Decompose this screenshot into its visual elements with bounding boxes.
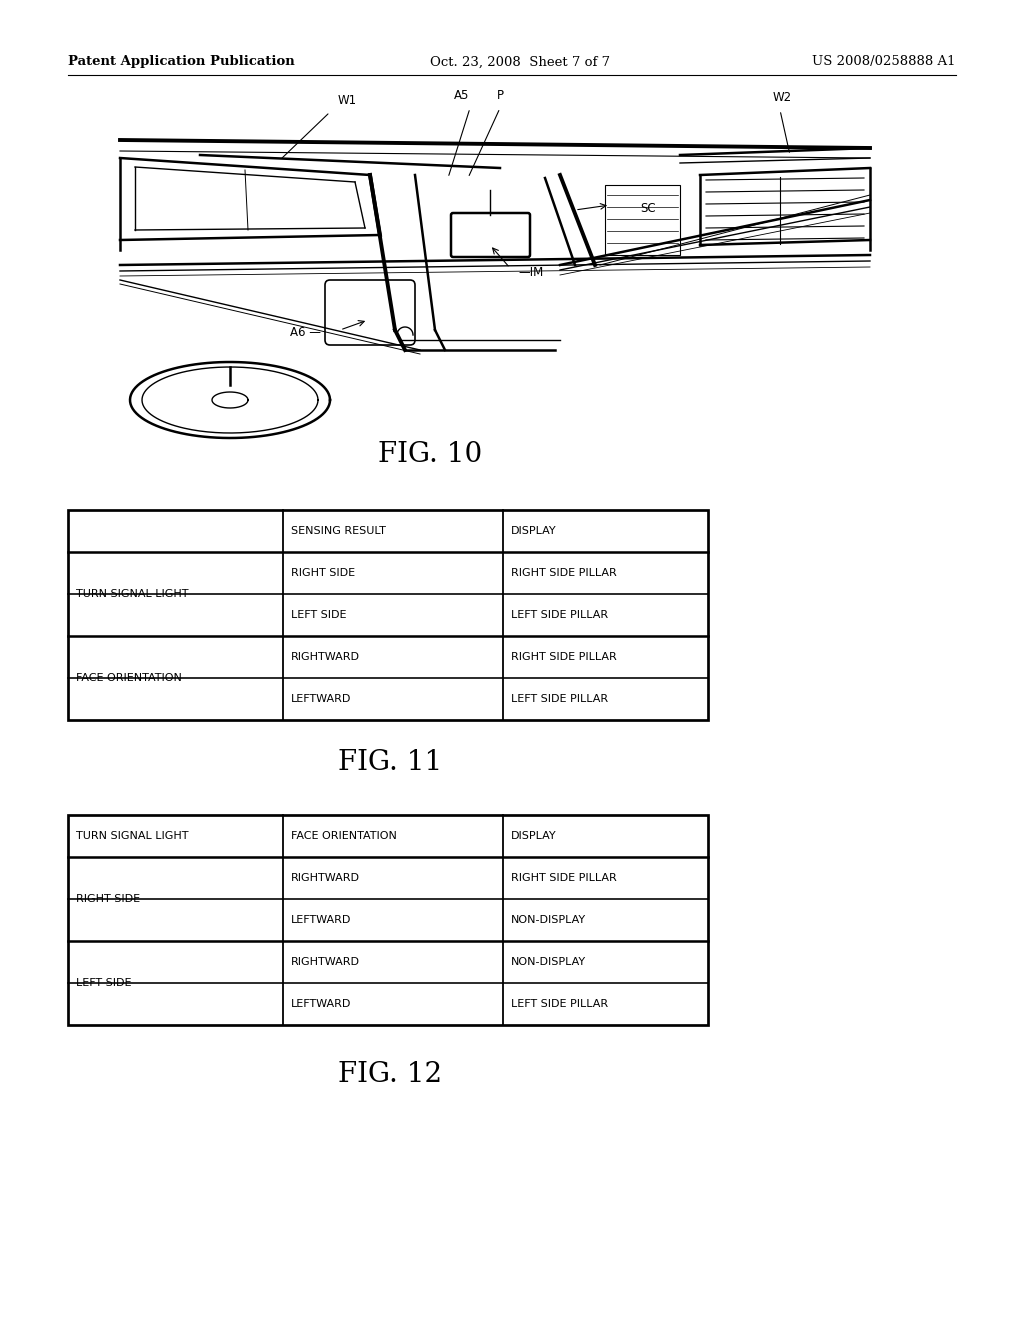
- Text: FACE ORIENTATION: FACE ORIENTATION: [76, 673, 182, 682]
- Text: LEFT SIDE PILLAR: LEFT SIDE PILLAR: [511, 610, 608, 620]
- Text: W1: W1: [338, 94, 357, 107]
- Text: RIGHT SIDE: RIGHT SIDE: [76, 894, 140, 904]
- Text: A6 —: A6 —: [290, 326, 321, 338]
- Text: RIGHT SIDE: RIGHT SIDE: [291, 568, 355, 578]
- Text: LEFT SIDE: LEFT SIDE: [291, 610, 346, 620]
- Text: P: P: [497, 88, 504, 102]
- Text: LEFTWARD: LEFTWARD: [291, 915, 351, 925]
- Text: NON-DISPLAY: NON-DISPLAY: [511, 957, 586, 968]
- Text: LEFTWARD: LEFTWARD: [291, 999, 351, 1008]
- Text: US 2008/0258888 A1: US 2008/0258888 A1: [812, 55, 956, 69]
- Text: RIGHT SIDE PILLAR: RIGHT SIDE PILLAR: [511, 652, 616, 663]
- Text: RIGHT SIDE PILLAR: RIGHT SIDE PILLAR: [511, 873, 616, 883]
- Bar: [68, 510, 708, 719]
- Text: LEFT SIDE PILLAR: LEFT SIDE PILLAR: [511, 999, 608, 1008]
- Text: NON-DISPLAY: NON-DISPLAY: [511, 915, 586, 925]
- Text: TURN SIGNAL LIGHT: TURN SIGNAL LIGHT: [76, 832, 188, 841]
- Text: DISPLAY: DISPLAY: [511, 832, 557, 841]
- Text: LEFT SIDE: LEFT SIDE: [76, 978, 131, 987]
- Text: SC: SC: [640, 202, 655, 214]
- Text: RIGHT SIDE PILLAR: RIGHT SIDE PILLAR: [511, 568, 616, 578]
- Text: FIG. 10: FIG. 10: [378, 441, 482, 469]
- Text: FIG. 12: FIG. 12: [338, 1061, 442, 1089]
- Text: FACE ORIENTATION: FACE ORIENTATION: [291, 832, 397, 841]
- Text: DISPLAY: DISPLAY: [511, 525, 557, 536]
- Text: RIGHTWARD: RIGHTWARD: [291, 957, 360, 968]
- Text: RIGHTWARD: RIGHTWARD: [291, 652, 360, 663]
- Text: A5: A5: [455, 88, 470, 102]
- Text: —IM: —IM: [518, 265, 544, 279]
- Bar: [68, 814, 708, 1026]
- Text: W2: W2: [772, 91, 792, 104]
- Text: Patent Application Publication: Patent Application Publication: [68, 55, 295, 69]
- Text: RIGHTWARD: RIGHTWARD: [291, 873, 360, 883]
- Text: LEFTWARD: LEFTWARD: [291, 694, 351, 704]
- Text: TURN SIGNAL LIGHT: TURN SIGNAL LIGHT: [76, 589, 188, 599]
- Text: LEFT SIDE PILLAR: LEFT SIDE PILLAR: [511, 694, 608, 704]
- Bar: [605, 185, 680, 255]
- Text: FIG. 11: FIG. 11: [338, 748, 442, 776]
- Text: Oct. 23, 2008  Sheet 7 of 7: Oct. 23, 2008 Sheet 7 of 7: [430, 55, 610, 69]
- Text: SENSING RESULT: SENSING RESULT: [291, 525, 386, 536]
